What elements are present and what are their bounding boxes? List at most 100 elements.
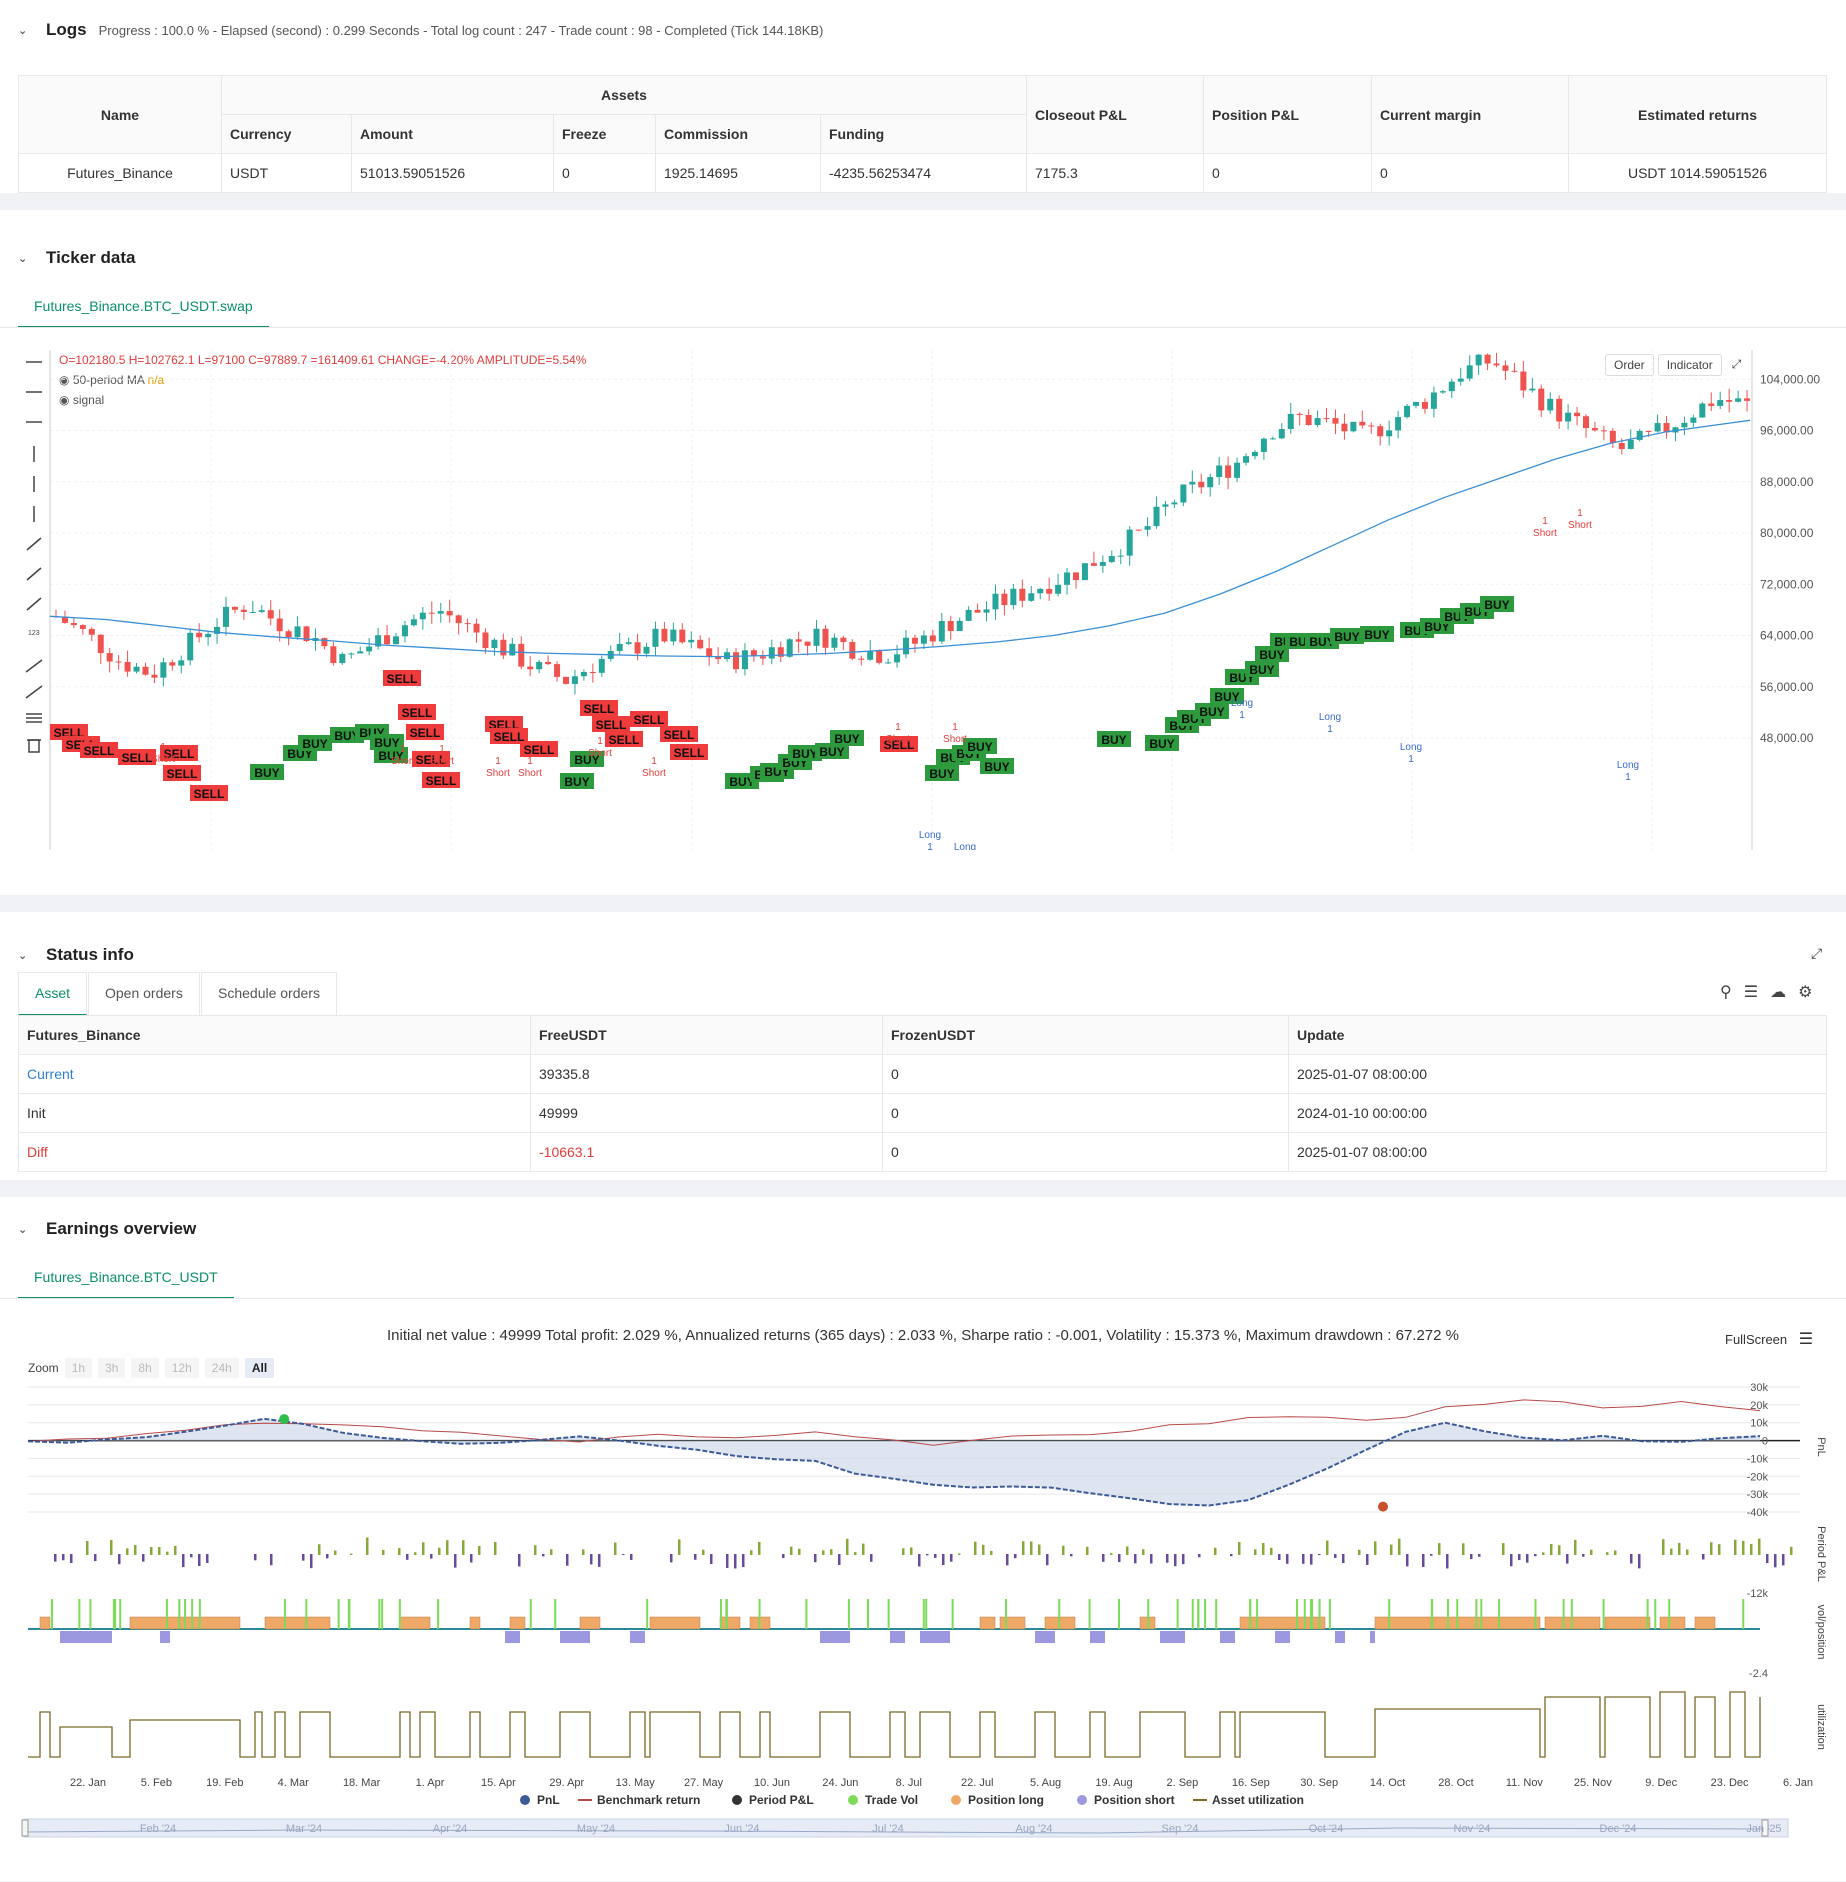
- tab-open-orders[interactable]: Open orders: [88, 972, 200, 1016]
- trade-vol-bar: [78, 1599, 81, 1629]
- logs-section: ⌄ Logs Progress : 100.0 % - Elapsed (sec…: [0, 0, 1846, 193]
- order-button[interactable]: Order: [1605, 354, 1654, 376]
- collapse-corner-icon[interactable]: ⤢: [1811, 945, 1823, 961]
- drawing-tools-icons[interactable]: 123: [22, 350, 46, 780]
- candle-body: [1636, 430, 1643, 440]
- candle-body: [947, 620, 954, 632]
- candle-body: [1708, 403, 1715, 406]
- period-pnl-bar: [670, 1554, 673, 1563]
- tab-asset[interactable]: Asset: [18, 972, 88, 1016]
- earnings-chart[interactable]: 30k 20k 10k 0 -10k -20k -30k -40k -12k -2.4 PnL Per…: [0, 1382, 1846, 1882]
- ticker-header[interactable]: ⌄ Ticker data: [18, 248, 135, 268]
- zoom-1h-button[interactable]: 1h: [64, 1358, 93, 1378]
- period-pnl-bar: [1134, 1554, 1137, 1564]
- period-pnl-bar: [414, 1552, 417, 1555]
- x-tick-label: 4. Mar: [278, 1777, 310, 1789]
- sell-signal-label: SELL: [194, 787, 225, 801]
- candle-body: [1126, 529, 1133, 556]
- position-long-bar: [469, 1616, 481, 1630]
- legend-marker: [1077, 1795, 1087, 1805]
- ma-legend[interactable]: ◉ 50-period MA n/a: [59, 373, 164, 387]
- candle-body: [133, 666, 140, 672]
- candle-body: [1529, 388, 1536, 391]
- tab-earnings-symbol[interactable]: Futures_Binance.BTC_USDT: [18, 1257, 234, 1299]
- search-icon[interactable]: ⚲: [1720, 984, 1732, 1001]
- candle-body: [437, 611, 444, 614]
- trade-vol-bar: [114, 1599, 117, 1629]
- period-pnl-bar: [678, 1539, 681, 1555]
- indicator-button[interactable]: Indicator: [1657, 354, 1722, 376]
- zoom-all-button[interactable]: All: [244, 1358, 275, 1378]
- buy-signal-label: BUY: [254, 766, 279, 780]
- period-pnl-bar: [1534, 1554, 1537, 1557]
- status-header[interactable]: ⌄ Status info: [18, 945, 134, 965]
- collapse-caret-icon[interactable]: ⌄: [18, 1223, 28, 1236]
- short-marker-label: Short: [151, 754, 175, 765]
- period-pnl-bar: [1638, 1554, 1641, 1569]
- candle-body: [589, 672, 596, 674]
- collapse-caret-icon[interactable]: ⌄: [18, 949, 28, 962]
- cloud-icon[interactable]: ☁: [1770, 984, 1787, 1001]
- position-short-bar: [160, 1631, 170, 1643]
- trade-vol-bar: [529, 1599, 532, 1629]
- collapse-caret-icon[interactable]: ⌄: [18, 252, 28, 265]
- eye-icon[interactable]: ◉: [59, 393, 70, 407]
- axis-title: Period P&L: [1815, 1526, 1827, 1582]
- sell-signal-label: SELL: [387, 672, 418, 686]
- earnings-header[interactable]: ⌄ Earnings overview: [18, 1219, 196, 1239]
- menu-icon[interactable]: ☰: [1798, 1331, 1814, 1348]
- buy-signal-label: BUY: [1101, 733, 1126, 747]
- period-pnl-bar: [630, 1554, 633, 1560]
- period-pnl-bar: [590, 1554, 593, 1565]
- tab-ticker-symbol[interactable]: Futures_Binance.BTC_USDT.swap: [18, 286, 269, 328]
- zoom-8h-button[interactable]: 8h: [131, 1358, 159, 1378]
- period-pnl-bar: [958, 1553, 961, 1555]
- signal-legend[interactable]: ◉ signal: [59, 393, 104, 407]
- y-tick-label: 64,000.00: [1760, 629, 1814, 643]
- ma-line: [49, 419, 1751, 658]
- long-marker-count: 1: [1239, 710, 1245, 721]
- candle-body: [70, 622, 77, 626]
- buy-signal-box: [815, 743, 849, 759]
- tab-schedule-orders[interactable]: Schedule orders: [201, 972, 337, 1016]
- gear-icon[interactable]: ⚙: [1798, 984, 1813, 1001]
- row-label-current[interactable]: Current: [18, 1054, 531, 1094]
- expand-icon[interactable]: ⤢: [1731, 357, 1742, 371]
- logs-header[interactable]: ⌄ Logs Progress : 100.0 % - Elapsed (sec…: [18, 20, 823, 40]
- candle-body: [1618, 443, 1625, 450]
- period-pnl-bar: [1670, 1548, 1673, 1555]
- period-pnl-bar: [470, 1554, 473, 1563]
- max-marker: [279, 1414, 290, 1425]
- list-icon[interactable]: ☰: [1743, 984, 1759, 1001]
- zoom-24h-button[interactable]: 24h: [204, 1358, 239, 1378]
- fullscreen-button[interactable]: FullScreen ☰: [1725, 1329, 1813, 1349]
- trade-vol-bar: [283, 1599, 286, 1629]
- zoom-3h-button[interactable]: 3h: [98, 1358, 126, 1378]
- short-marker-count: 1: [651, 756, 657, 767]
- legend-label: Asset utilization: [1212, 1793, 1304, 1807]
- position-long-bar: [264, 1616, 331, 1630]
- sell-signal-label: SELL: [410, 726, 441, 740]
- ohlc-label: H=: [125, 353, 145, 367]
- trade-vol-bar: [1742, 1599, 1745, 1629]
- x-tick-label: 9. Dec: [1645, 1777, 1677, 1789]
- candle-body: [1073, 572, 1079, 581]
- period-pnl-bar: [550, 1549, 553, 1555]
- period-pnl-bar: [158, 1547, 161, 1555]
- buy-signal-label: BUY: [374, 736, 399, 750]
- pnl-tick-label: -20k: [1747, 1471, 1769, 1483]
- table-row: Init 49999 0 2024-01-10 00:00:00: [18, 1093, 1827, 1133]
- candle-body: [97, 634, 104, 654]
- candle-body: [267, 610, 274, 619]
- position-long-bar: [1604, 1616, 1651, 1630]
- zoom-12h-button[interactable]: 12h: [164, 1358, 199, 1378]
- candle-body: [214, 626, 221, 634]
- candle-body: [124, 661, 131, 672]
- position-long-bar: [999, 1616, 1026, 1630]
- collapse-caret-icon[interactable]: ⌄: [18, 24, 28, 37]
- period-pnl-bar: [710, 1554, 713, 1564]
- sell-signal-label: SELL: [164, 747, 195, 761]
- eye-icon[interactable]: ◉: [59, 373, 70, 387]
- th-assets: Assets: [221, 75, 1027, 115]
